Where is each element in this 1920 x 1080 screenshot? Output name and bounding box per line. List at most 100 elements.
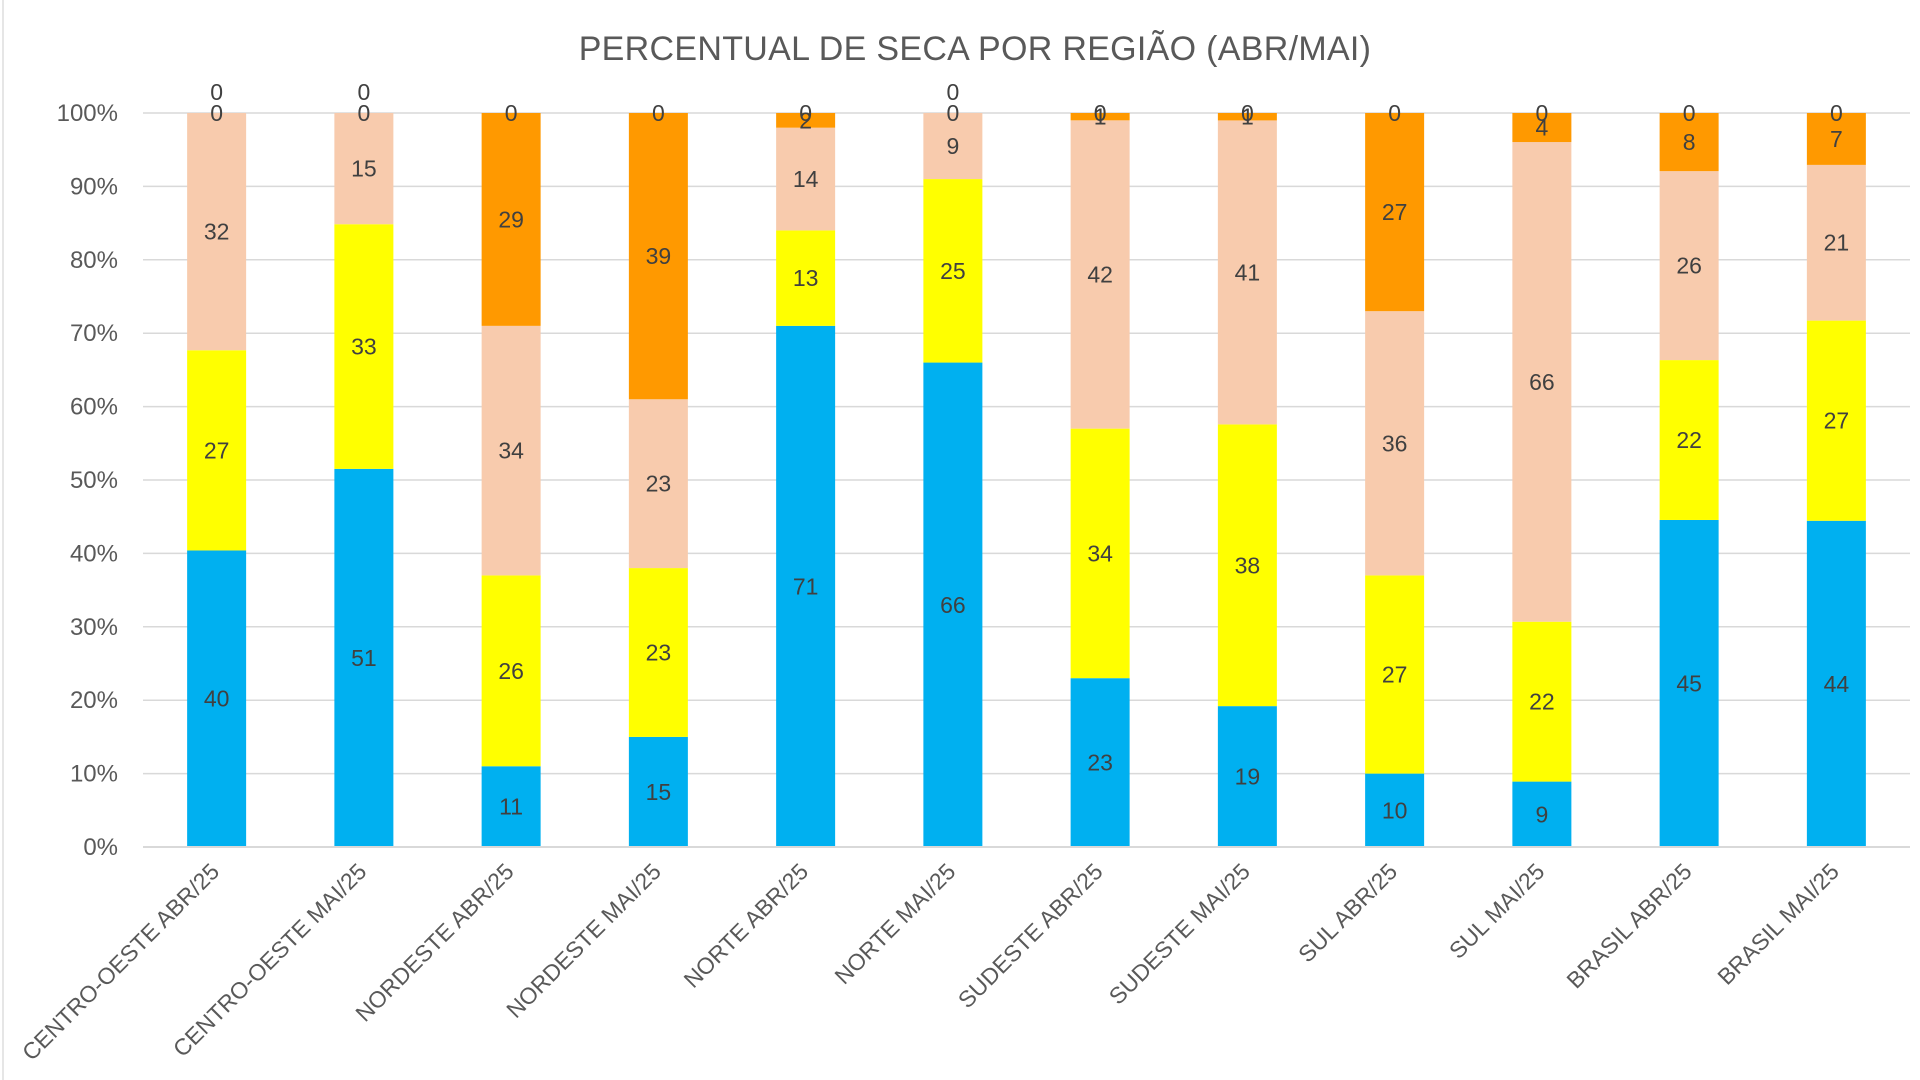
bar-segment [1217,424,1277,707]
bar-segment [187,113,247,351]
y-tick-label: 90% [70,173,118,200]
data-label: 40 [204,686,230,712]
y-tick-label: 10% [70,761,118,788]
data-label: 38 [1235,552,1261,578]
data-label: 22 [1529,689,1555,715]
bar-segment [1659,113,1719,172]
x-category-label: NORTE ABR/25 [678,858,813,993]
bar-segment [776,325,836,847]
data-label: 33 [351,334,377,360]
x-category-label: SUDESTE MAI/25 [1104,858,1255,1009]
data-label: 36 [1382,430,1408,456]
data-label: 0 [1094,100,1107,126]
data-label: 9 [946,133,959,159]
bar-segment [481,113,541,326]
bar-segment [187,550,247,847]
bar-segment [187,350,247,551]
data-label: 13 [793,265,819,291]
data-label: 8 [1683,129,1696,155]
y-tick-label: 30% [70,614,118,641]
data-label: 23 [646,639,672,665]
bar-segment [481,325,541,576]
y-tick-label: 80% [70,247,118,274]
data-label: 42 [1087,261,1113,287]
bar-segment [776,127,836,231]
data-label: 0 [1241,100,1254,126]
bar-segment [1070,678,1130,847]
data-label: 1 [1241,104,1254,130]
data-label: 0 [210,100,223,126]
data-label: 66 [1529,369,1555,395]
bar-segment [1365,773,1425,847]
data-label: 10 [1382,797,1408,823]
data-label: 1 [1094,104,1107,130]
x-category-label: BRASIL ABR/25 [1561,858,1696,993]
data-label: 0 [505,100,518,126]
data-label: 66 [940,592,966,618]
data-label: 32 [204,219,230,245]
data-label: 0 [1830,100,1843,126]
bar-segment [776,230,836,326]
bar-segment [481,575,541,767]
bar-segment [776,113,836,128]
x-category-label: SUDESTE ABR/25 [953,858,1108,1013]
data-label: 45 [1676,670,1702,696]
bar-segment [1659,360,1719,520]
bar-segment [1806,520,1866,847]
bar-segment [1806,320,1866,521]
data-label: 27 [1382,199,1408,225]
data-label: 11 [499,794,523,820]
x-category-label: BRASIL MAI/25 [1712,858,1844,990]
x-category-label: NORDESTE MAI/25 [501,858,666,1023]
data-label: 0 [357,79,370,105]
left-border [2,0,4,1080]
data-label: 0 [946,100,959,126]
data-label: 0 [1683,100,1696,126]
data-label: 44 [1824,671,1850,697]
bar-segment [1512,781,1572,847]
data-label: 41 [1235,259,1261,285]
data-labels: 4027320051331500112634290152323390711314… [204,79,1850,827]
bar-segment [1365,311,1425,576]
bar-segment [923,113,983,180]
data-label: 15 [646,779,672,805]
bar-segment [334,113,394,225]
y-tick-label: 20% [70,687,118,714]
data-label: 21 [1824,230,1850,256]
data-label: 22 [1676,427,1702,453]
data-label: 0 [357,100,370,126]
y-tick-label: 40% [70,540,118,567]
data-label: 34 [1087,540,1113,566]
bars [187,113,1866,847]
data-label: 26 [1676,253,1702,279]
data-label: 29 [498,206,524,232]
y-tick-label: 0% [83,834,118,861]
data-label: 34 [498,438,524,464]
data-label: 51 [351,645,377,671]
data-label: 71 [793,573,819,599]
data-label: 0 [1388,100,1401,126]
bar-segment [1806,164,1866,321]
data-label: 0 [799,100,812,126]
data-label: 27 [1382,662,1408,688]
data-label: 2 [799,107,812,133]
bar-segment [1806,113,1866,165]
bar-segment [1659,171,1719,361]
bar-segment [1512,142,1572,622]
chart-title: PERCENTUAL DE SECA POR REGIÃO (ABR/MAI) [578,30,1372,68]
data-label: 0 [946,79,959,105]
bar-segment [1070,113,1130,121]
data-label: 26 [498,658,524,684]
x-category-label: SUL MAI/25 [1444,858,1549,963]
bar-segment [1659,519,1719,847]
bar-segment [628,399,688,569]
data-label: 7 [1830,126,1843,152]
bar-segment [1070,120,1130,429]
bar-segment [923,179,983,363]
data-label: 0 [210,79,223,105]
bar-segment [1217,706,1277,847]
bar-segment [1365,575,1425,774]
bar-segment [628,113,688,400]
